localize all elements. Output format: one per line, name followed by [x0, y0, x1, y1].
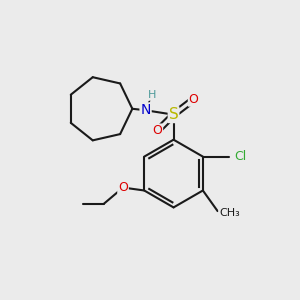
Text: S: S — [169, 107, 178, 122]
Text: O: O — [118, 181, 128, 194]
Text: CH₃: CH₃ — [219, 208, 240, 218]
Text: N: N — [140, 103, 151, 117]
Text: O: O — [189, 93, 199, 106]
Text: O: O — [152, 124, 162, 137]
Text: H: H — [148, 90, 156, 100]
Text: Cl: Cl — [234, 150, 246, 163]
